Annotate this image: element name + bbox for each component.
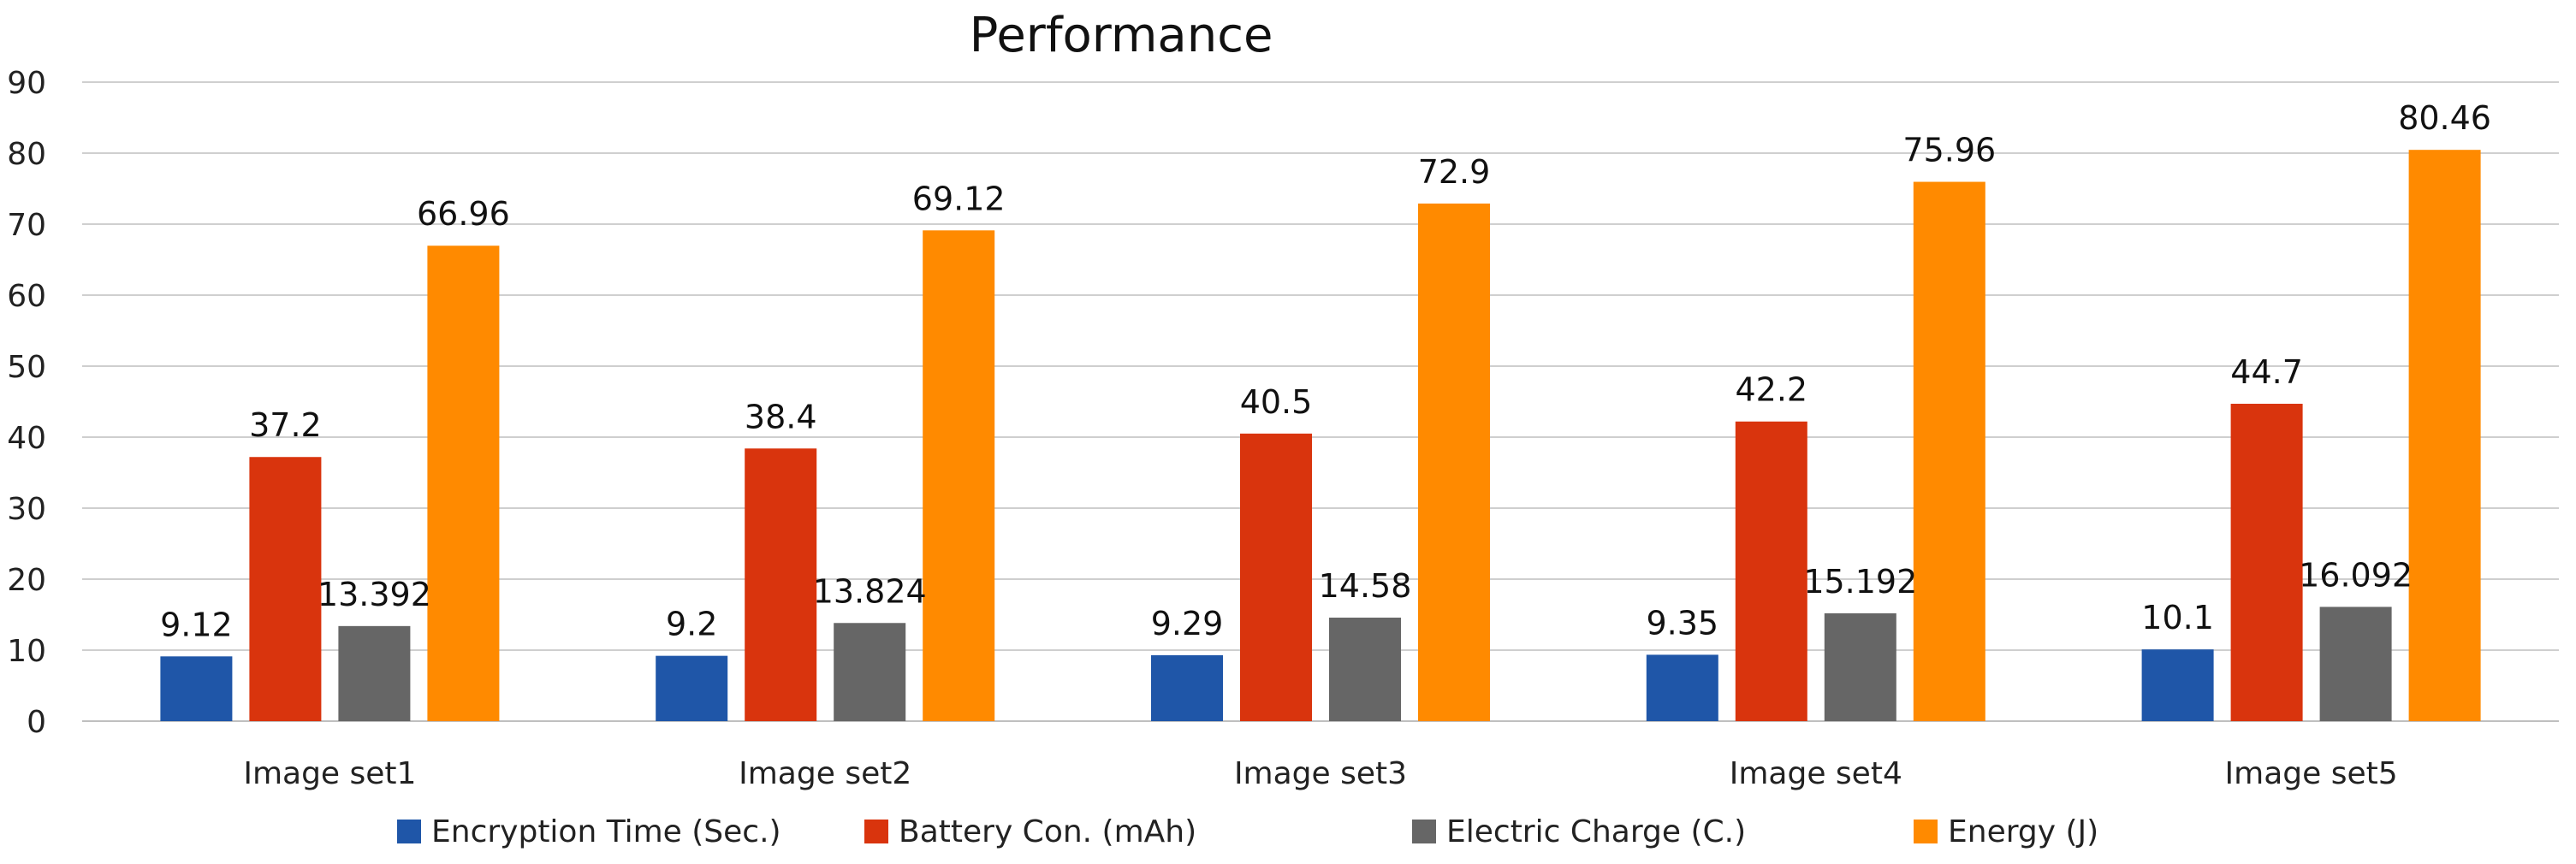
bar [745,448,817,721]
y-axis-ticks: 0 10 20 30 40 50 60 70 80 90 [7,66,46,740]
data-label: 72.9 [1418,153,1491,191]
data-label: 37.2 [249,406,322,444]
data-label: 80.46 [2398,99,2491,137]
x-axis-categories: Image set1 Image set2 Image set3 Image set4… [243,756,2397,791]
y-tick-label: 0 [27,705,46,740]
data-label: 69.12 [912,180,1006,217]
bar [1913,181,1985,722]
x-category-label: Image set1 [243,756,416,791]
bar [923,230,995,722]
data-label: 16.092 [2299,556,2413,594]
data-label: 9.12 [160,606,233,643]
bar [2230,403,2303,721]
data-label: 66.96 [417,195,510,233]
legend-item: Battery Con. (mAh) [864,814,1196,849]
legend-label: Encryption Time (Sec.) [431,814,781,849]
legend-label: Energy (J) [1948,814,2098,849]
bar [834,623,906,721]
data-label: 44.7 [2230,353,2303,391]
bar [427,246,500,721]
bar [249,457,322,721]
y-tick-label: 90 [7,66,46,101]
bar [1240,433,1312,721]
data-label: 75.96 [1902,132,1996,169]
legend-label: Battery Con. (mAh) [899,814,1196,849]
data-label: 9.29 [1151,605,1224,642]
data-label: 38.4 [745,398,817,435]
data-label: 40.5 [1240,383,1313,421]
data-label: 14.58 [1319,567,1412,605]
bar [1735,421,1807,721]
chart-title: Performance [970,8,1273,63]
data-label: 13.824 [813,572,927,610]
legend: Encryption Time (Sec.) Battery Con. (mAh)… [397,814,2098,849]
bar [1824,612,1896,721]
x-category-label: Image set3 [1234,756,1407,791]
data-label: 10.1 [2141,599,2214,636]
bar [1418,203,1490,721]
legend-item: Energy (J) [1914,814,2098,849]
bar [1646,654,1718,721]
data-labels: 9.12 37.2 13.392 66.96 9.2 38.4 13.824 69.12 9.2… [160,99,2491,643]
bar [1151,654,1223,721]
y-tick-label: 70 [7,208,46,243]
bars [160,150,2481,722]
data-label: 42.2 [1735,371,1807,409]
y-tick-label: 20 [7,563,46,598]
data-label: 15.192 [1803,563,1917,601]
y-tick-label: 10 [7,634,46,669]
data-label: 13.392 [318,576,431,613]
bar [338,625,411,721]
legend-item: Electric Charge (C.) [1412,814,1746,849]
bar [2408,150,2481,721]
bar [1329,617,1401,721]
y-tick-label: 80 [7,137,46,172]
x-category-label: Image set5 [2225,756,2398,791]
legend-swatch [864,820,888,843]
legend-swatch [1412,820,1436,843]
y-tick-label: 50 [7,350,46,385]
y-tick-label: 40 [7,421,46,456]
y-tick-label: 30 [7,492,46,527]
x-category-label: Image set2 [739,756,911,791]
bar [160,656,233,721]
legend-item: Encryption Time (Sec.) [397,814,781,849]
data-label: 9.2 [666,606,717,643]
legend-swatch [397,820,421,843]
legend-label: Electric Charge (C.) [1446,814,1746,849]
bar [2141,649,2214,721]
bar [2319,607,2392,721]
bar [656,655,728,721]
data-label: 9.35 [1646,604,1718,642]
y-tick-label: 60 [7,279,46,314]
x-category-label: Image set4 [1730,756,1902,791]
legend-swatch [1914,820,1938,843]
